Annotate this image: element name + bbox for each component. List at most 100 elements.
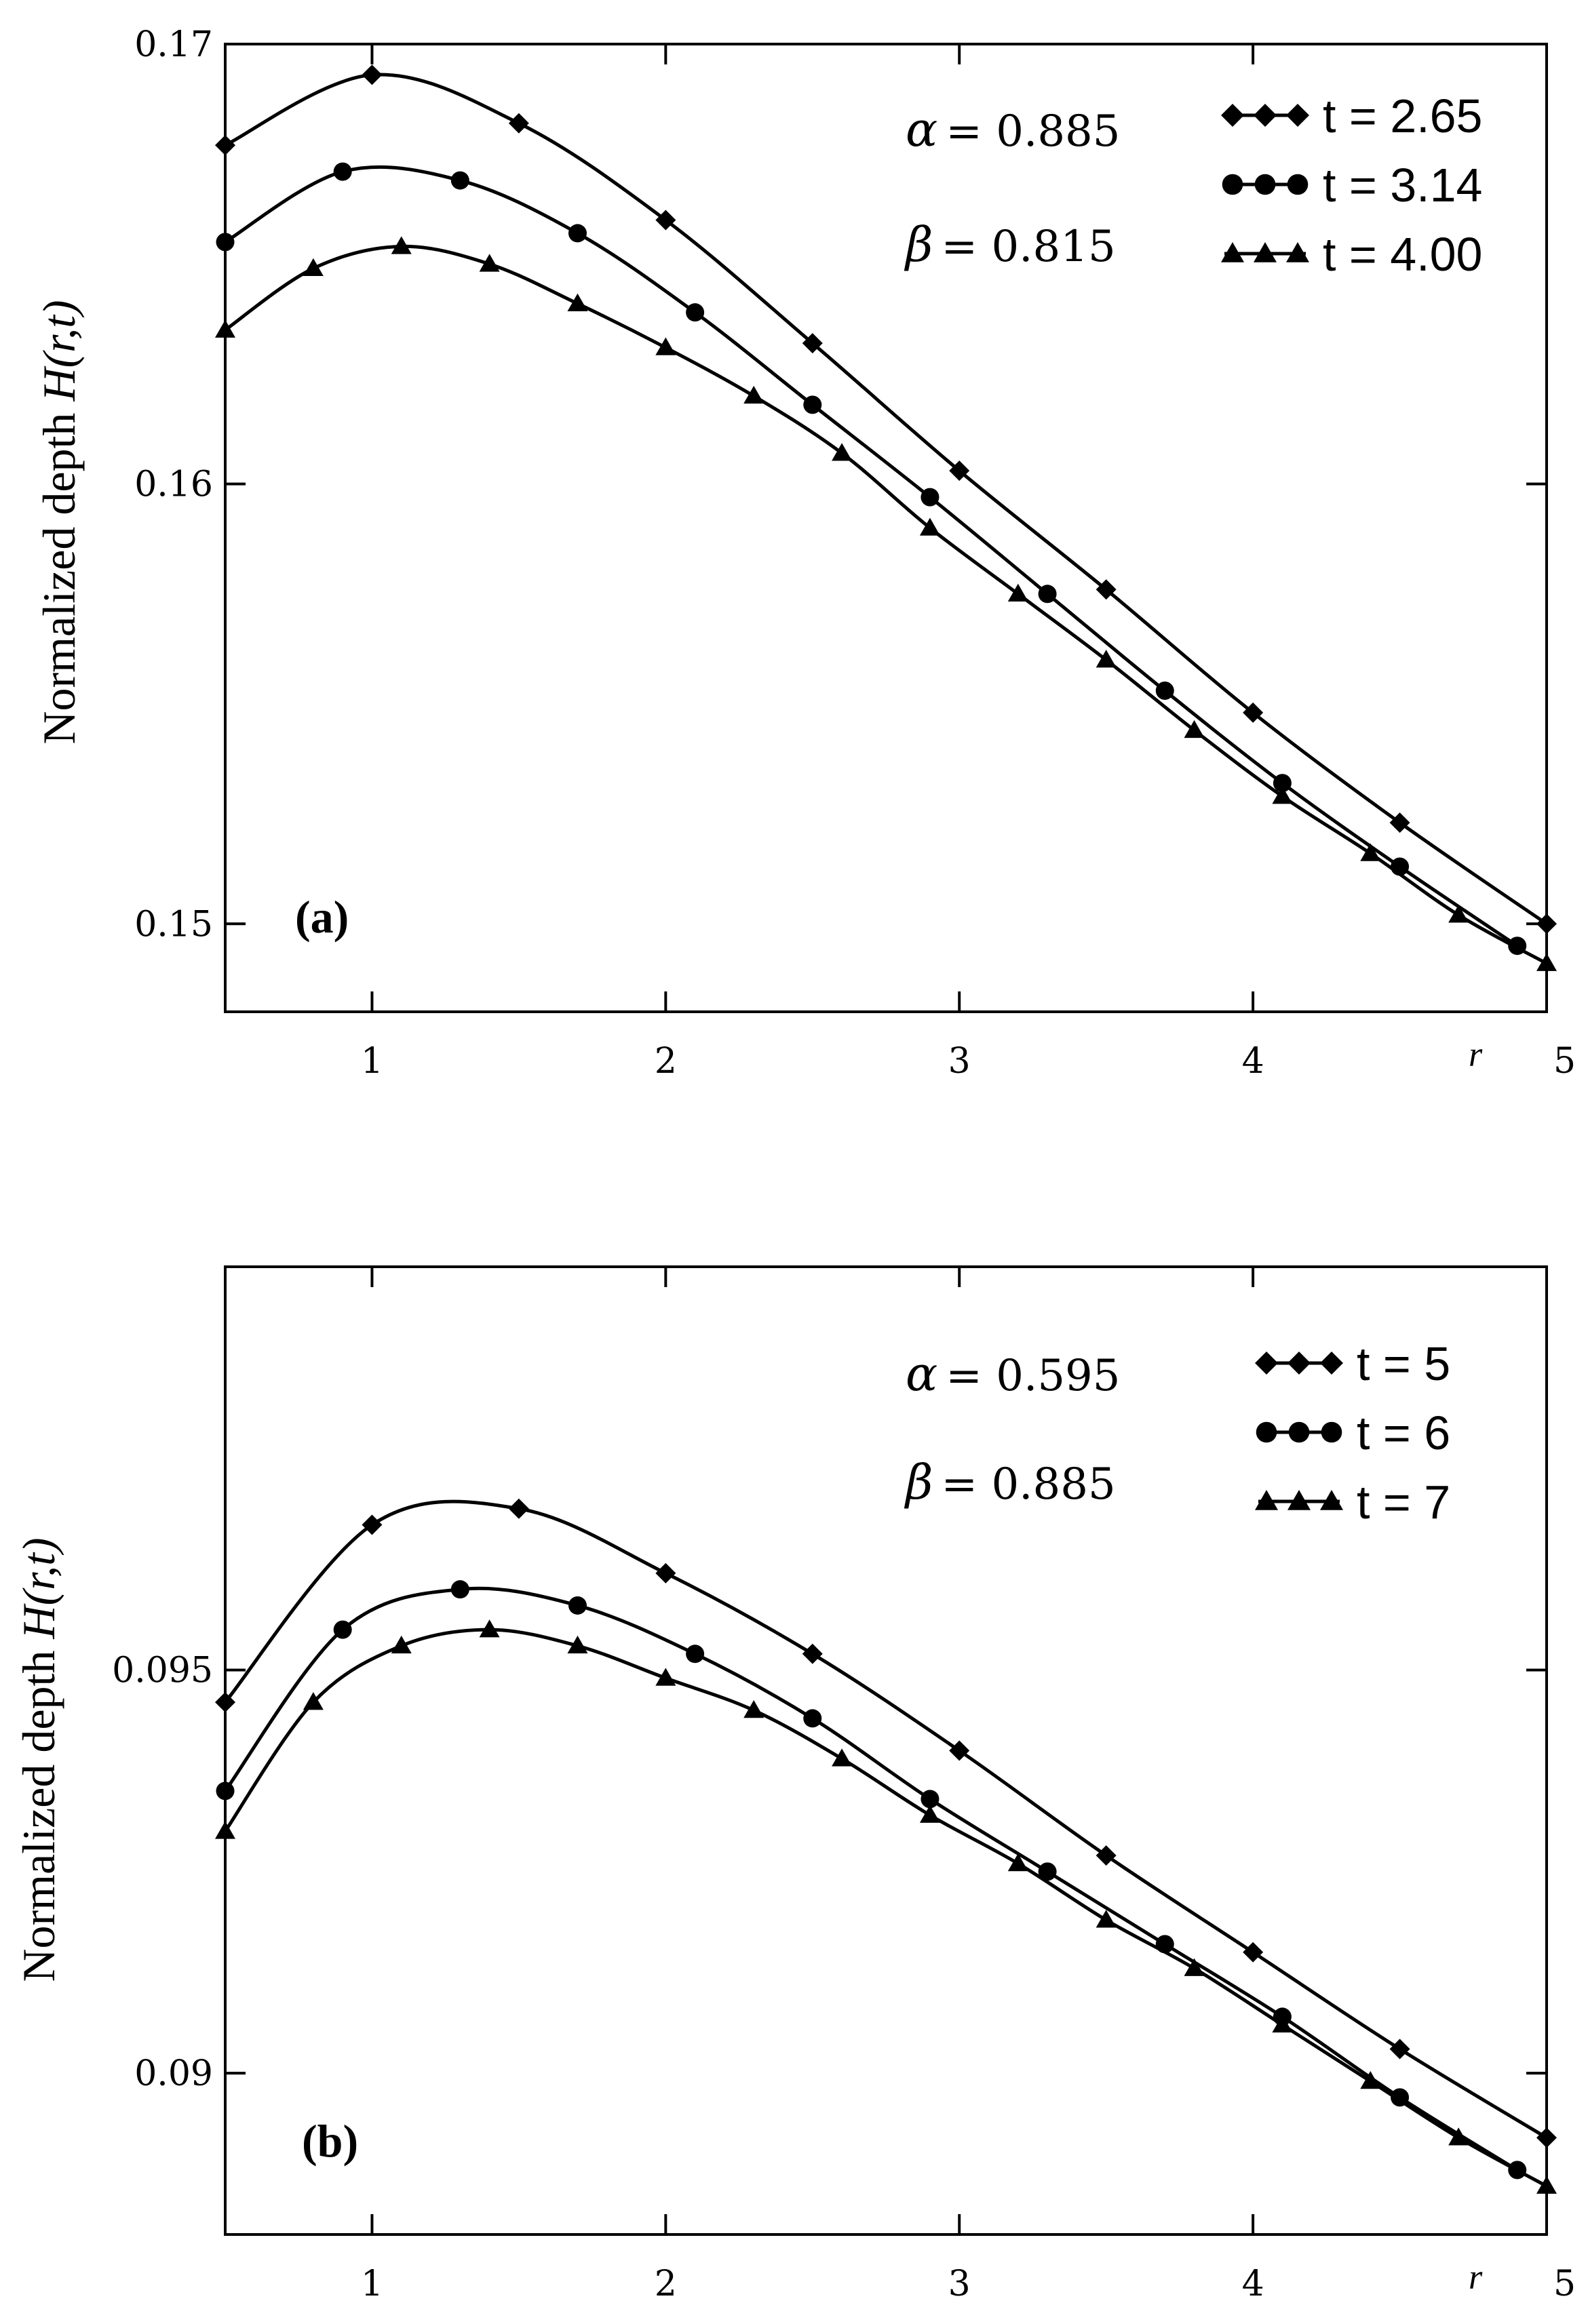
data-point (362, 64, 383, 85)
data-point (949, 460, 970, 481)
data-point (1272, 786, 1293, 804)
data-point (1360, 2071, 1381, 2089)
legend-label: t = 2.65 (1323, 90, 1482, 142)
series-circle (216, 162, 1527, 956)
data-point (1038, 585, 1057, 604)
panel-label: (b) (302, 2115, 358, 2167)
legend-marker (1320, 1490, 1343, 1510)
data-point (919, 517, 940, 536)
legend-label: t = 3.14 (1323, 159, 1482, 212)
data-point (743, 385, 764, 404)
beta-symbol: β (904, 1455, 933, 1510)
legend-item: t = 7 (1255, 1476, 1450, 1529)
data-point (333, 162, 352, 181)
legend-marker (1221, 104, 1244, 127)
data-point (216, 233, 235, 252)
data-point (1536, 2175, 1557, 2194)
data-point (508, 1498, 529, 1519)
legend-marker (1255, 1352, 1278, 1375)
data-point (303, 258, 324, 277)
legend-marker (1286, 104, 1309, 127)
data-point (1536, 2127, 1557, 2148)
series-circle (216, 1580, 1527, 2180)
legend-marker (1287, 1490, 1311, 1510)
data-point (391, 1635, 412, 1654)
data-point (568, 1596, 587, 1615)
data-point (655, 1562, 676, 1583)
data-point (479, 1619, 500, 1638)
data-point (1096, 1910, 1117, 1928)
y-axis-label-func: H(r,t) (13, 1537, 64, 1639)
data-point (508, 113, 529, 134)
data-point (655, 1668, 676, 1686)
alpha-value: = 0.885 (946, 106, 1120, 157)
legend-marker (1288, 1421, 1310, 1443)
x-tick-label: 2 (655, 2264, 677, 2304)
data-point (1096, 650, 1117, 668)
data-point (1184, 1958, 1205, 1976)
x-tick-label: 4 (1242, 1041, 1264, 1082)
legend-marker (1321, 1421, 1342, 1443)
y-tick-label: 0.15 (134, 904, 213, 945)
x-axis-label: r (1469, 2258, 1483, 2297)
plot-frame (224, 43, 1548, 1013)
legend-item: t = 3.14 (1222, 159, 1482, 212)
data-point (216, 1781, 235, 1800)
data-point (1360, 843, 1381, 861)
data-point (921, 1790, 940, 1809)
series-line (224, 165, 1519, 947)
alpha-symbol: α (906, 102, 937, 157)
legend-label: t = 4.00 (1323, 228, 1482, 281)
panel-label: (a) (295, 891, 349, 943)
data-point (1184, 720, 1205, 738)
legend-marker (1287, 174, 1309, 195)
y-axis-label: Normalized depth H(r,t) (33, 300, 85, 744)
legend-marker (1287, 1352, 1311, 1375)
legend-marker (1254, 242, 1277, 262)
legend-item: t = 5 (1255, 1337, 1450, 1390)
panel-b: 1 2 3 4 5 r 0.09 0.095 Normalized depth H(r,t) (b… (13, 1265, 1576, 2304)
beta-value: = 0.815 (941, 222, 1115, 272)
x-tick-label: 4 (1242, 2264, 1264, 2304)
data-point (1448, 2127, 1469, 2146)
x-axis-label: r (1469, 1036, 1483, 1074)
x-tick-label: 3 (948, 1041, 971, 1082)
data-point (567, 1635, 588, 1654)
y-axis-label-func: H(r,t) (33, 300, 85, 401)
x-tick-label: 1 (361, 2264, 383, 2304)
series-line (223, 1628, 1548, 2188)
legend-marker (1222, 174, 1243, 195)
data-point (803, 1709, 822, 1728)
data-point (479, 254, 500, 272)
data-point (802, 333, 823, 354)
data-point (803, 395, 822, 414)
alpha-annotation: α = 0.595 (906, 1346, 1120, 1402)
data-point (1273, 774, 1292, 793)
legend-item: t = 2.65 (1221, 90, 1482, 142)
data-point (303, 1692, 324, 1710)
legend-marker (1256, 1421, 1277, 1443)
x-tick-label: 1 (361, 1041, 383, 1082)
beta-symbol: β (904, 217, 933, 273)
data-point (1536, 913, 1557, 934)
data-point (686, 1644, 705, 1663)
data-point (1038, 1862, 1057, 1881)
panel-a: 1 2 3 4 5 r 0.15 0.16 0.17 Normalized depth H(r,t… (33, 24, 1576, 1082)
x-tick-label: 2 (655, 1041, 677, 1082)
data-point (921, 488, 940, 507)
data-point (333, 1620, 352, 1639)
data-point (1155, 681, 1174, 700)
beta-annotation: β = 0.885 (904, 1455, 1116, 1510)
legend-label: t = 5 (1357, 1337, 1450, 1390)
data-point (743, 1700, 764, 1718)
beta-value: = 0.885 (941, 1459, 1115, 1510)
legend-item: t = 6 (1256, 1406, 1450, 1459)
data-point (568, 224, 587, 243)
data-point (919, 1805, 940, 1823)
series-line (224, 1499, 1548, 2140)
data-point (802, 1643, 823, 1664)
legend-marker (1221, 242, 1244, 262)
legend-label: t = 6 (1357, 1406, 1450, 1459)
y-tick-label: 0.16 (134, 465, 213, 505)
data-point (655, 210, 676, 231)
